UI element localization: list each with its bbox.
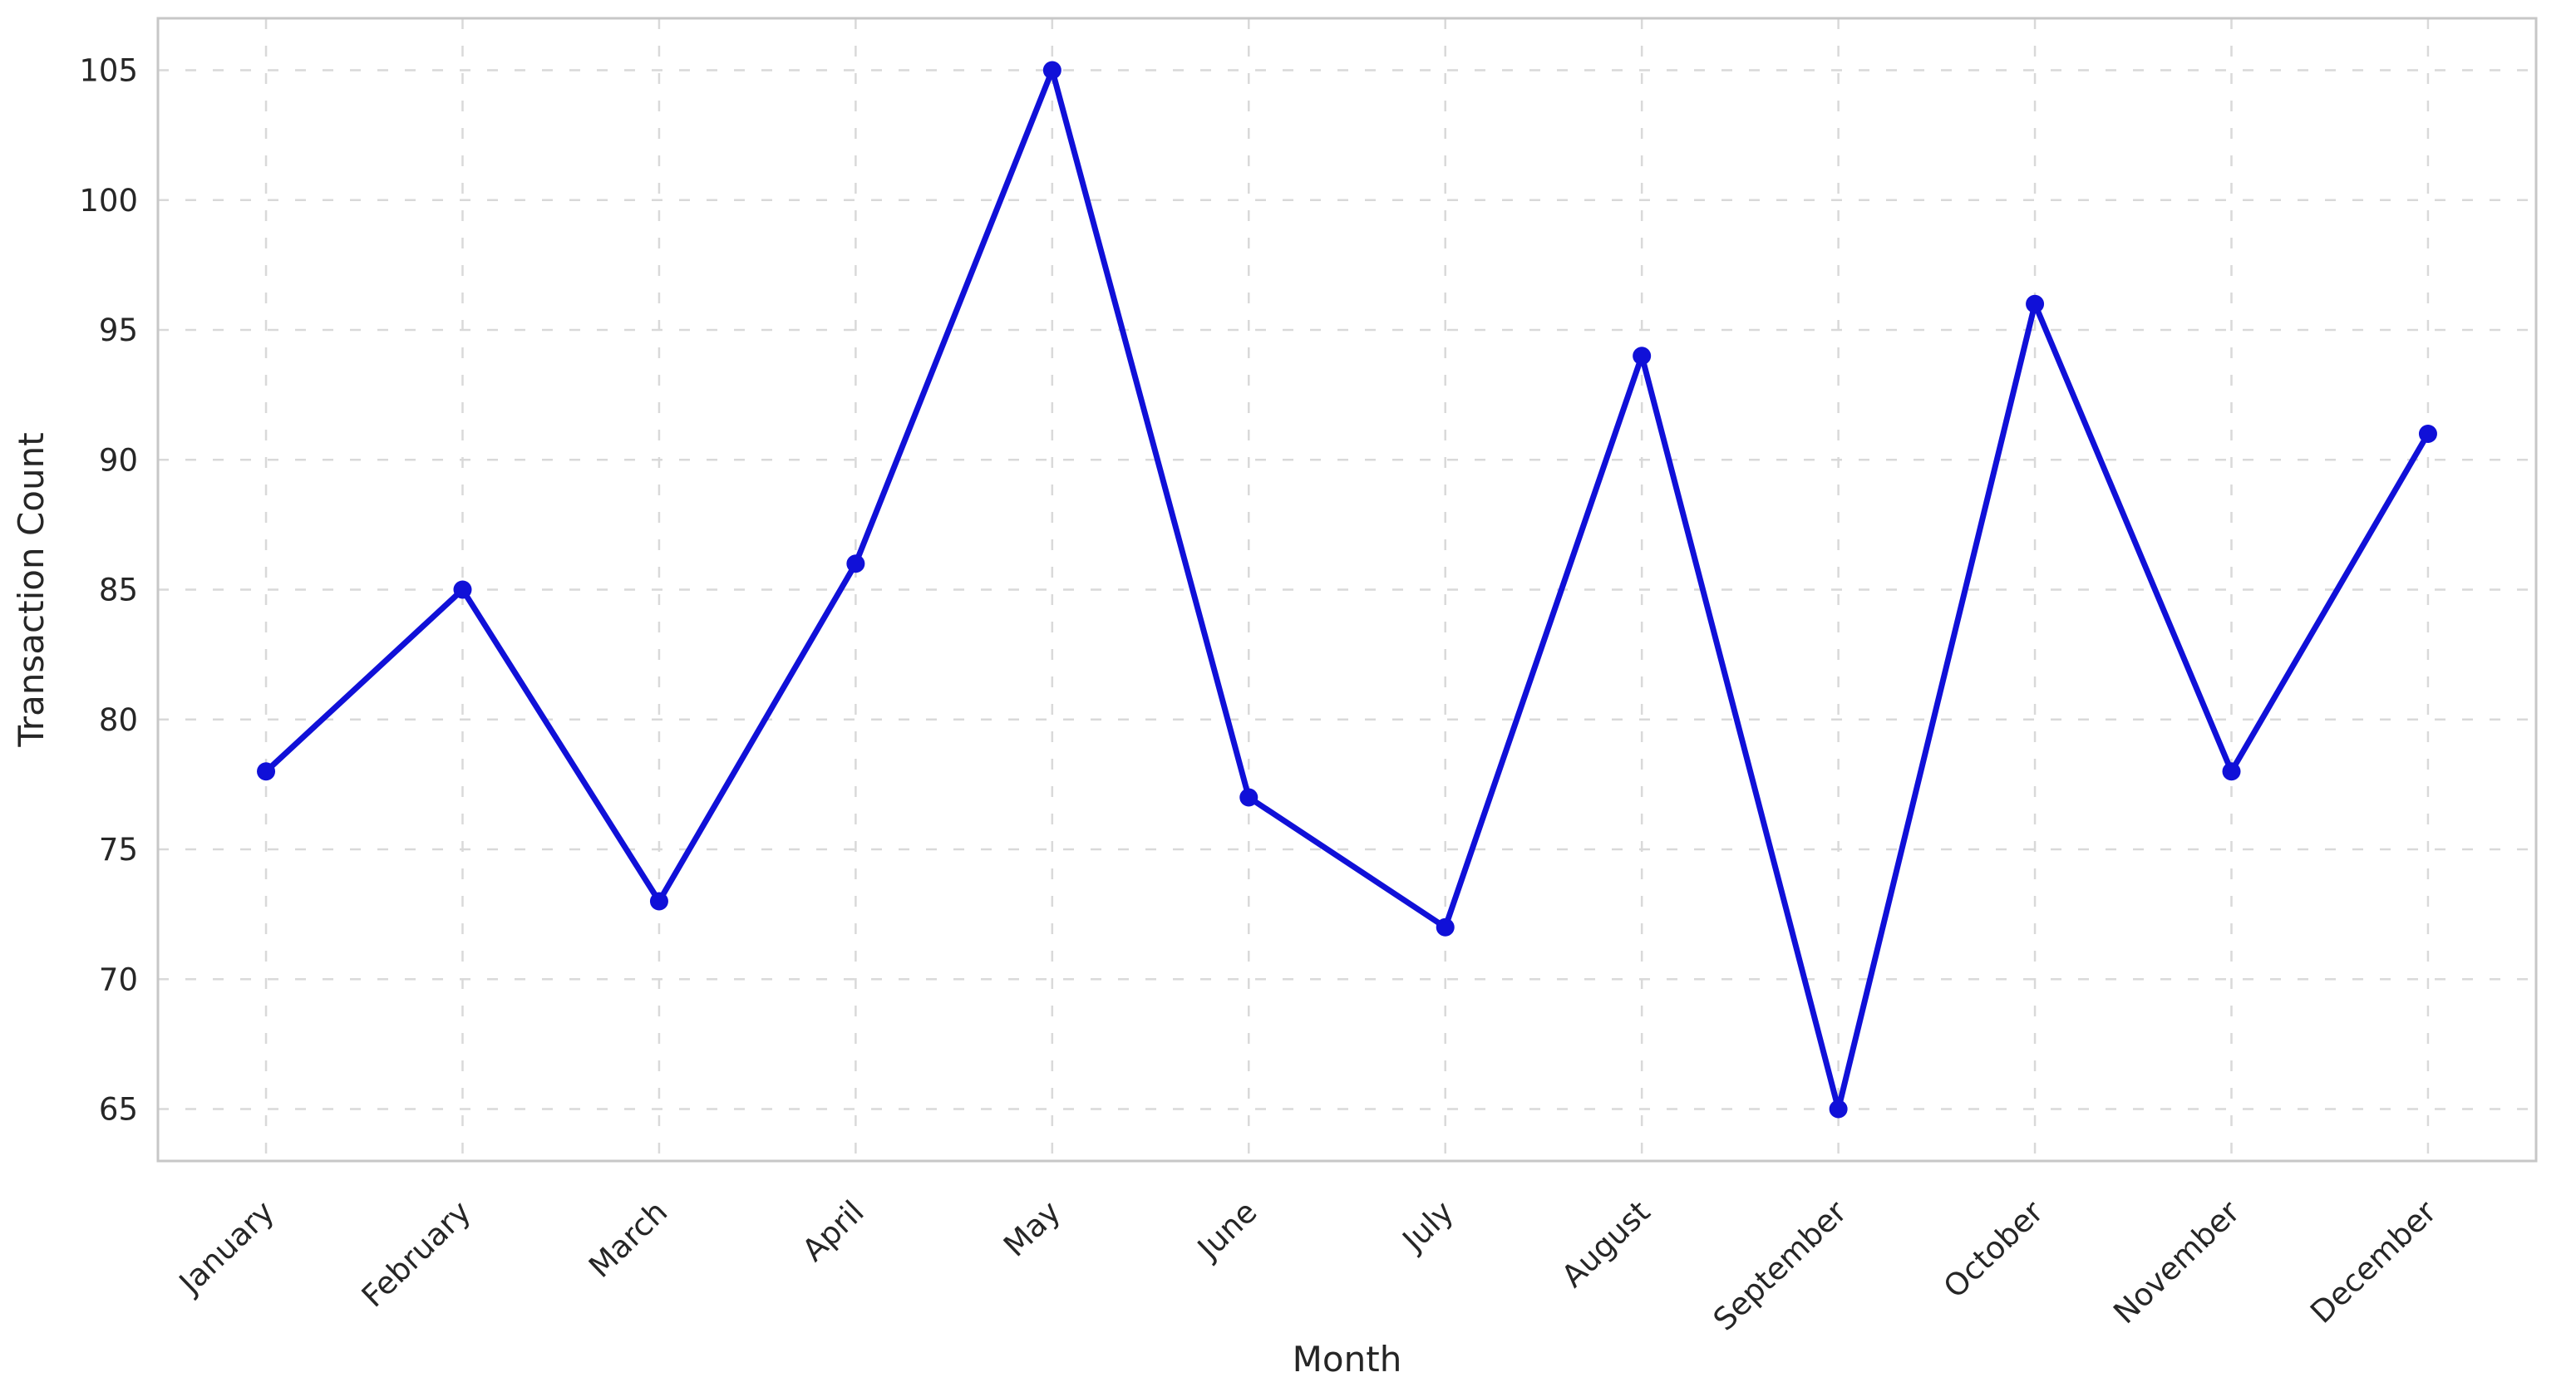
y-tick-label: 75: [99, 832, 138, 868]
y-tick-label: 100: [79, 183, 138, 219]
x-tick-label: March: [582, 1194, 674, 1285]
data-point: [1042, 61, 1061, 80]
x-tick-label: June: [1189, 1194, 1263, 1267]
data-point: [2418, 425, 2437, 443]
x-tick-label: January: [171, 1194, 281, 1302]
x-tick-label: December: [2303, 1193, 2443, 1331]
y-tick-label: 95: [99, 312, 138, 348]
x-tick-label: October: [1937, 1193, 2051, 1305]
x-axis-label: Month: [1293, 1339, 1402, 1380]
grid-layer: [158, 18, 2536, 1161]
y-tick-label: 105: [79, 53, 138, 89]
y-tick-label: 70: [99, 962, 138, 997]
tick-label-layer: 65 70 75 80 85 90 95 100 105 January February March…: [79, 53, 2443, 1338]
x-tick-label: September: [1707, 1193, 1854, 1338]
data-point: [257, 762, 276, 781]
y-tick-label: 65: [99, 1092, 138, 1128]
series-line: [263, 67, 2431, 1112]
x-tick-label: April: [795, 1194, 871, 1269]
data-point: [649, 892, 668, 911]
y-tick-label: 90: [99, 442, 138, 478]
data-point: [1239, 788, 1258, 807]
y-tick-label: 80: [99, 702, 138, 738]
series-layer: [257, 61, 2437, 1119]
data-point: [1633, 347, 1652, 366]
x-tick-label: November: [2106, 1193, 2247, 1331]
x-tick-label: July: [1395, 1194, 1460, 1260]
data-point: [2222, 762, 2241, 781]
axes-spines: [156, 17, 2538, 1163]
plot-border: [156, 17, 2538, 1163]
y-axis-label: Transaction Count: [11, 432, 52, 747]
data-point: [846, 554, 865, 573]
data-point: [2026, 294, 2045, 313]
data-point: [1829, 1099, 1848, 1119]
x-tick-label: May: [997, 1194, 1067, 1264]
y-tick-label: 85: [99, 573, 138, 608]
x-tick-label: August: [1554, 1194, 1657, 1295]
data-point: [1436, 917, 1455, 937]
x-tick-label: February: [355, 1194, 478, 1315]
data-point: [453, 580, 472, 599]
